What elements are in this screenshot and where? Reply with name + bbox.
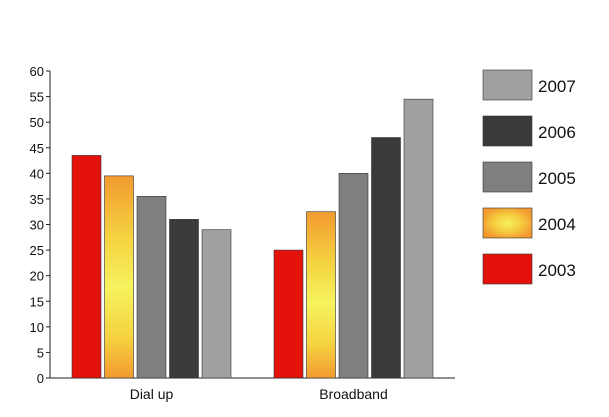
y-tick-label: 55 <box>30 90 44 105</box>
y-tick-label: 35 <box>30 192 44 207</box>
y-tick-label: 15 <box>30 294 44 309</box>
y-tick-label: 20 <box>30 269 44 284</box>
y-tick-label: 40 <box>30 166 44 181</box>
legend-label: 2006 <box>538 123 576 142</box>
legend-swatch-2005 <box>482 161 533 193</box>
y-tick-label: 0 <box>37 371 44 386</box>
bar-2006-broadband <box>371 137 401 379</box>
chart-axes: 0 5 10 15 20 25 30 35 40 45 50 55 60 <box>30 64 455 386</box>
legend-label: 2004 <box>538 215 576 234</box>
bar-2004-dial-up <box>104 175 134 379</box>
category-labels: Dial up Broadband <box>130 386 388 402</box>
bar-2005-broadband <box>338 173 369 379</box>
chart-legend: 2007 2006 2005 2004 2003 <box>482 69 576 285</box>
bar-2004-broadband <box>306 211 336 379</box>
y-tick-label: 45 <box>30 141 44 156</box>
legend-label: 2007 <box>538 77 576 96</box>
y-tick-label: 60 <box>30 64 44 79</box>
y-tick-label: 25 <box>30 243 44 258</box>
bar-2003-dial-up <box>71 155 102 379</box>
legend-swatch-2003 <box>482 253 533 285</box>
category-label: Broadband <box>319 386 388 402</box>
chart-bars <box>71 98 434 379</box>
bar-2005-dial-up <box>136 196 167 379</box>
y-tick-label: 50 <box>30 115 44 130</box>
legend-swatch-2004 <box>482 207 533 239</box>
legend-label: 2003 <box>538 261 576 280</box>
bar-2006-dial-up <box>169 219 199 379</box>
bar-2007-broadband <box>403 98 434 379</box>
legend-swatch-2006 <box>482 115 533 147</box>
legend-label: 2005 <box>538 169 576 188</box>
y-tick-label: 5 <box>37 345 44 360</box>
y-tick-label: 30 <box>30 218 44 233</box>
category-label: Dial up <box>130 386 174 402</box>
y-tick-label: 10 <box>30 320 44 335</box>
legend-swatch-2007 <box>482 69 533 101</box>
bar-2003-broadband <box>273 249 304 379</box>
bar-2007-dial-up <box>201 229 232 379</box>
